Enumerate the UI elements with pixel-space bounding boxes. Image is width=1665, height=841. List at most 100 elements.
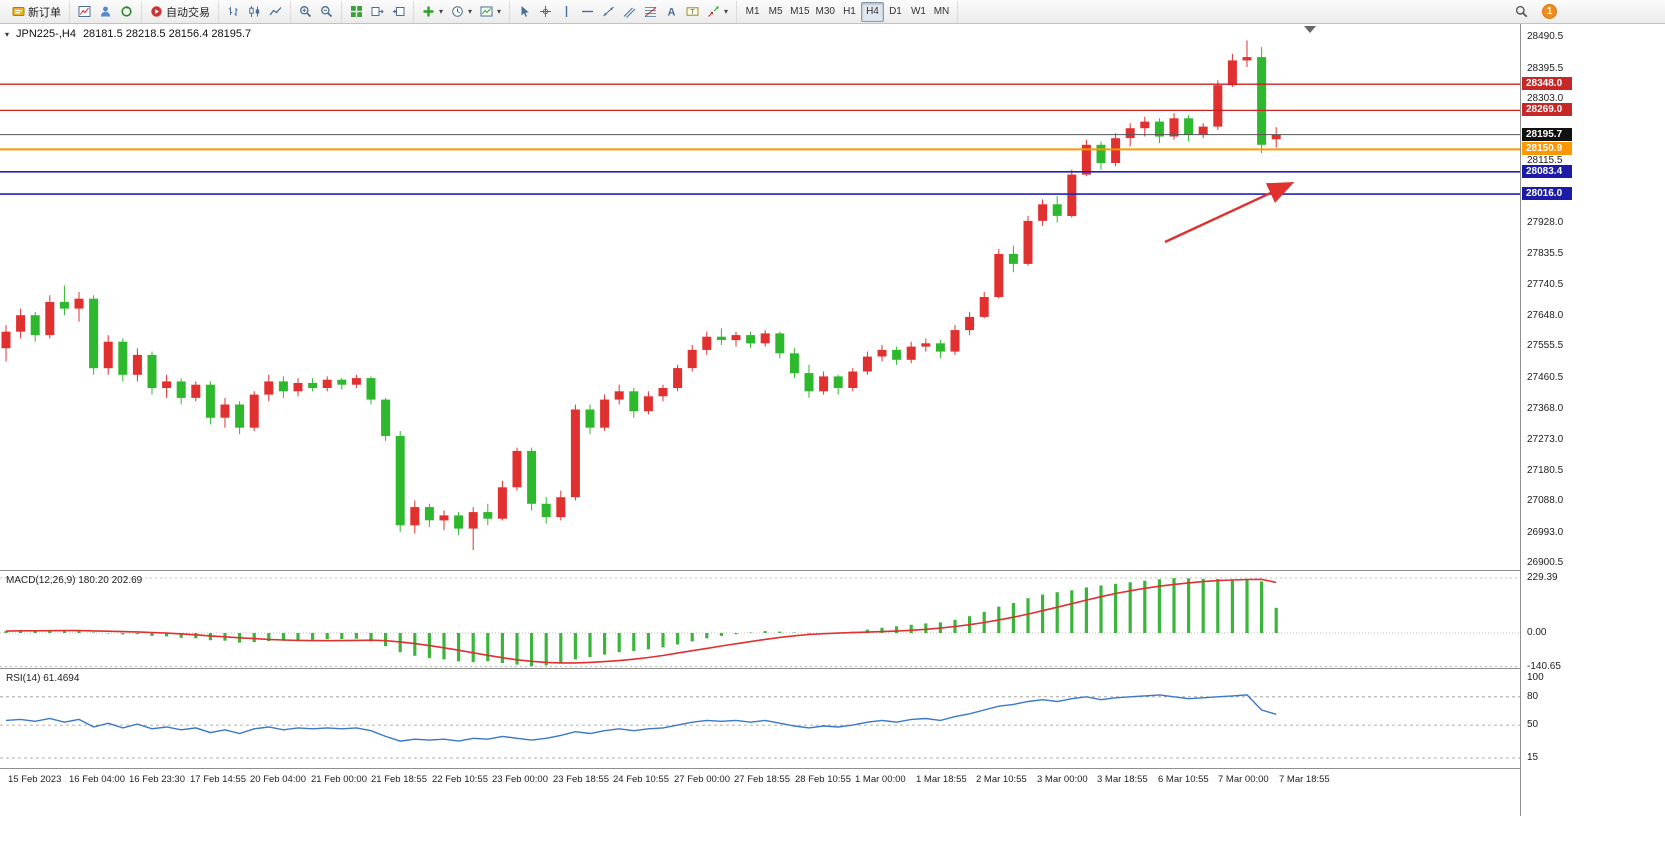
timeframe-m15-label: M15 <box>790 6 810 17</box>
refresh-button[interactable] <box>116 2 137 22</box>
timeframe-h1-label: H1 <box>843 6 856 17</box>
tile-windows-button[interactable] <box>346 2 367 22</box>
search-icon <box>1515 5 1528 18</box>
rsi-canvas[interactable] <box>0 670 1520 768</box>
toolbar: 新订单 自动交易 ▾ ▾ ▾ A T ▾ M1 M5 M15 M30 H1 H4 D1 W1 MN 1 <box>0 0 1665 24</box>
text-button[interactable]: A <box>661 2 682 22</box>
pane-separator[interactable] <box>0 768 1665 769</box>
timeframe-m30-label: M30 <box>815 6 835 17</box>
zoom-out-button[interactable] <box>316 2 337 22</box>
time-label: 1 Mar 00:00 <box>855 774 906 785</box>
crosshair-button[interactable] <box>535 2 556 22</box>
macd-label: MACD(12,26,9) 180.20 202.69 <box>6 575 143 586</box>
trendline-button[interactable] <box>598 2 619 22</box>
price-tag: 28195.7 <box>1522 128 1572 141</box>
candlestick-chart-button[interactable] <box>244 2 265 22</box>
dropdown-arrow-icon[interactable]: ▾ <box>724 7 729 16</box>
price-axis[interactable]: 28490.5 28395.5 28303.0 28115.5 27928.0 27835… <box>1520 24 1665 816</box>
chart-dropdown-icon[interactable]: ▾ <box>5 29 10 39</box>
timeframe-m1[interactable]: M1 <box>741 2 764 22</box>
price-tag: 28348.0 <box>1522 77 1572 90</box>
clock-icon <box>451 5 464 18</box>
trendline-icon <box>602 5 615 18</box>
template-icon <box>480 5 493 18</box>
chart-area[interactable]: ▾ JPN225-,H4 28181.5 28218.5 28156.4 281… <box>0 24 1665 841</box>
horizontal-line-button[interactable] <box>577 2 598 22</box>
new-order-button[interactable]: 新订单 <box>8 2 65 22</box>
auto-trading-button[interactable]: 自动交易 <box>146 2 214 22</box>
zoom-in-button[interactable] <box>295 2 316 22</box>
group-insert: ▾ ▾ ▾ <box>414 0 511 23</box>
new-chart-button[interactable] <box>74 2 95 22</box>
timeframe-w1[interactable]: W1 <box>907 2 930 22</box>
zoom-out-icon <box>320 5 333 18</box>
timeframe-h1[interactable]: H1 <box>838 2 861 22</box>
dropdown-arrow-icon[interactable]: ▾ <box>439 7 444 16</box>
timeframe-h4-label: H4 <box>866 6 879 17</box>
chart-ohlc-values: 28181.5 28218.5 28156.4 28195.7 <box>82 28 252 40</box>
chart-shift-button[interactable] <box>388 2 409 22</box>
time-label: 20 Feb 04:00 <box>250 774 306 785</box>
text-label-button[interactable]: T <box>682 2 703 22</box>
rsi-pane[interactable]: RSI(14) 61.4694 <box>0 670 1520 768</box>
cursor-button[interactable] <box>514 2 535 22</box>
time-label: 16 Feb 23:30 <box>129 774 185 785</box>
group-objects: A T ▾ <box>510 0 738 23</box>
timeframe-h4[interactable]: H4 <box>860 1 884 22</box>
price-tick-label: 26993.0 <box>1527 527 1564 538</box>
indicators-button[interactable]: ▾ <box>418 2 447 22</box>
candlestick-canvas[interactable] <box>0 24 1520 570</box>
timeframe-mn-label: MN <box>933 6 950 17</box>
price-tick-label: 27648.0 <box>1527 310 1564 321</box>
time-label: 17 Feb 14:55 <box>190 774 246 785</box>
vertical-line-button[interactable] <box>556 2 577 22</box>
profiles-button[interactable] <box>95 2 116 22</box>
timeframe-d1[interactable]: D1 <box>884 2 907 22</box>
timeframe-mn[interactable]: MN <box>930 2 953 22</box>
macd-canvas[interactable] <box>0 572 1520 668</box>
dropdown-arrow-icon[interactable]: ▾ <box>468 7 473 16</box>
group-windows <box>70 0 142 23</box>
templates-button[interactable]: ▾ <box>476 2 505 22</box>
group-timeframes: M1 M5 M15 M30 H1 H4 D1 W1 MN <box>737 0 958 23</box>
time-label: 3 Mar 00:00 <box>1037 774 1088 785</box>
arrows-button[interactable]: ▾ <box>703 2 732 22</box>
dropdown-arrow-icon[interactable]: ▾ <box>497 7 502 16</box>
periods-button[interactable]: ▾ <box>447 2 476 22</box>
notification-badge[interactable]: 1 <box>1542 4 1557 19</box>
auto-scroll-button[interactable] <box>367 2 388 22</box>
price-tag: 28150.9 <box>1522 142 1572 155</box>
time-label: 21 Feb 18:55 <box>371 774 427 785</box>
new-order-button-label: 新订单 <box>28 6 61 19</box>
time-label: 7 Mar 00:00 <box>1218 774 1269 785</box>
chart-symbol-period: JPN225-,H4 <box>16 28 76 40</box>
main-chart-pane[interactable]: ▾ JPN225-,H4 28181.5 28218.5 28156.4 281… <box>0 24 1520 570</box>
time-label: 28 Feb 10:55 <box>795 774 851 785</box>
group-autotrade: 自动交易 <box>142 0 219 23</box>
time-axis[interactable]: 15 Feb 2023 16 Feb 04:00 16 Feb 23:30 17 Fe… <box>0 770 1520 816</box>
price-tick-label: 26900.5 <box>1527 557 1564 568</box>
line-chart-button[interactable] <box>265 2 286 22</box>
macd-pane[interactable]: MACD(12,26,9) 180.20 202.69 <box>0 572 1520 668</box>
new-order-icon <box>12 5 25 18</box>
price-tick-label: 27460.5 <box>1527 372 1564 383</box>
search-button[interactable] <box>1511 2 1532 22</box>
textlabel-icon: T <box>686 5 699 18</box>
fibonacci-button[interactable] <box>640 2 661 22</box>
chart-icon <box>78 5 91 18</box>
price-tick-label: 27555.5 <box>1527 340 1564 351</box>
profile-icon <box>99 5 112 18</box>
pane-separator[interactable] <box>0 570 1665 571</box>
refresh-icon <box>120 5 133 18</box>
text-icon: A <box>665 5 678 19</box>
timeframe-m5[interactable]: M5 <box>764 2 787 22</box>
channel-button[interactable] <box>619 2 640 22</box>
bar-chart-button[interactable] <box>223 2 244 22</box>
timeframe-m30[interactable]: M30 <box>813 2 838 22</box>
bars-icon <box>227 5 240 18</box>
pane-separator[interactable] <box>0 668 1665 669</box>
time-label: 2 Mar 10:55 <box>976 774 1027 785</box>
group-zoom <box>291 0 342 23</box>
timeframe-m15[interactable]: M15 <box>787 2 812 22</box>
timeframe-m1-label: M1 <box>745 6 760 17</box>
